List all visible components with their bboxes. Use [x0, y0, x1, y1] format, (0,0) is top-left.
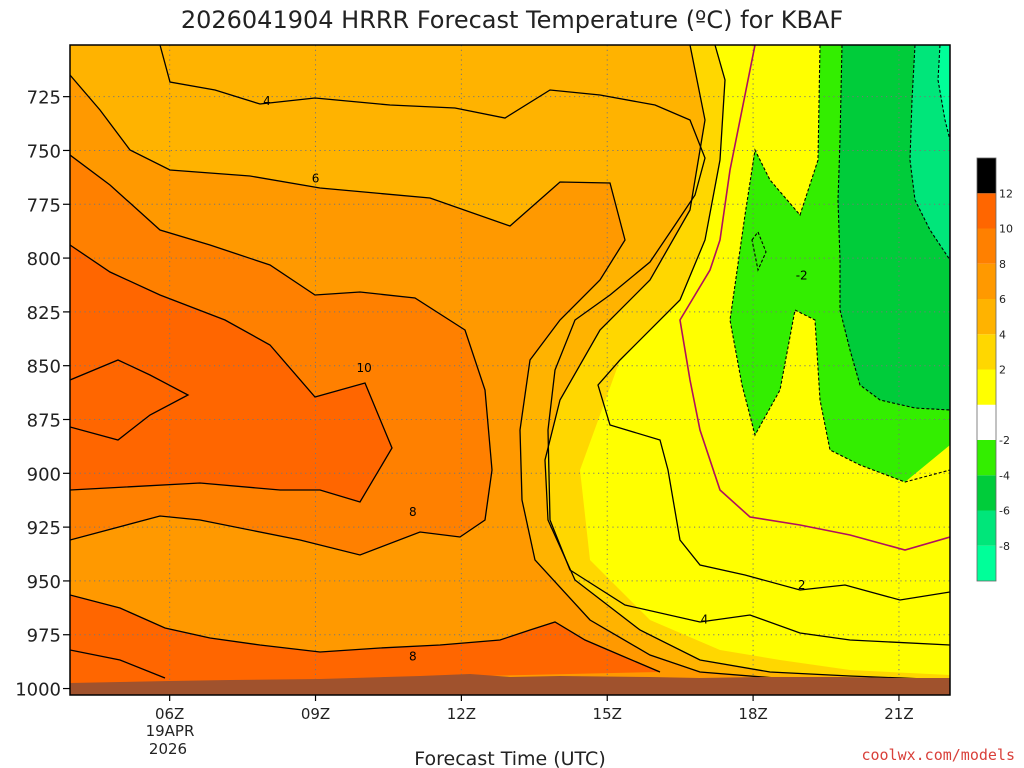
temperature-band [938, 45, 950, 140]
contour-label: 2 [798, 578, 806, 592]
colorbar-segment [977, 404, 996, 440]
colorbar-segment [977, 475, 996, 511]
y-tick-label: 725 [27, 88, 61, 109]
colorbar-label: -6 [999, 505, 1010, 518]
y-tick-label: 775 [27, 195, 61, 216]
x-tick-label: 15Z [593, 705, 622, 723]
y-tick-label: 800 [27, 249, 61, 270]
x-axis: 06Z 09Z 12Z 15Z 18Z 21Z [155, 695, 914, 723]
temperature-band [70, 245, 392, 502]
colorbar-label: 6 [999, 293, 1006, 306]
x-tick-label: 06Z [155, 705, 184, 723]
colorbar-segment [977, 228, 996, 264]
isotherm-line [544, 45, 950, 681]
zero-isotherm [679, 45, 950, 551]
colorbar-label: 10 [999, 223, 1013, 236]
colorbar-label: 12 [999, 187, 1013, 200]
contour-label: 6 [312, 171, 320, 185]
colorbar-segment [977, 158, 996, 194]
temperature-band [70, 650, 165, 682]
credit-link[interactable]: coolwx.com/models [861, 746, 1015, 764]
contour-label: 10 [357, 361, 372, 375]
isotherm-line [597, 45, 950, 601]
colorbar-segment [977, 510, 996, 546]
y-tick-label: 875 [27, 411, 61, 432]
plot-frame [69, 44, 951, 696]
isotherm-line [837, 45, 950, 411]
y-tick-label: 975 [27, 626, 61, 647]
colorbar-frame [976, 157, 997, 582]
colorbar-label: 8 [999, 258, 1006, 271]
y-axis: 725 750 775 800 825 850 875 900 925 950 975 1000 [15, 88, 70, 701]
y-tick-label: 850 [27, 357, 61, 378]
colorbar-label: -8 [999, 540, 1010, 553]
isotherm-line [751, 230, 767, 272]
temperature-band [910, 45, 950, 260]
contour-label: 4 [263, 94, 271, 108]
temperature-band [70, 595, 660, 685]
colorbar-segment [977, 193, 996, 229]
isotherm-line [70, 74, 950, 691]
chart-title: 2026041904 HRRR Forecast Temperature (ºC… [181, 6, 843, 34]
x-date-line2: 2026 [149, 740, 187, 758]
y-tick-label: 900 [27, 464, 61, 485]
ground-surface [70, 674, 950, 695]
temperature-band [70, 75, 950, 695]
x-tick-label: 12Z [447, 705, 476, 723]
y-tick-label: 925 [27, 518, 61, 539]
isotherm-line [70, 244, 393, 503]
colorbar-segment [977, 369, 996, 405]
x-date-line1: 19APR [146, 722, 195, 740]
colorbar-segment [977, 263, 996, 299]
colorbar-label: 2 [999, 364, 1006, 377]
isotherm-line [159, 45, 950, 646]
colorbar-segment [977, 440, 996, 476]
x-axis-label: Forecast Time (UTC) [414, 748, 605, 768]
colorbar-label: -2 [999, 434, 1010, 447]
plot-area: 4 6 10 8 8 -2 2 4 [70, 45, 950, 695]
isotherm-line [909, 45, 950, 261]
contour-label: 8 [409, 649, 417, 663]
contour-label: -2 [796, 268, 808, 282]
y-tick-label: 950 [27, 572, 61, 593]
colorbar: -8 -6 -4 -2 2 4 6 8 10 12 [976, 157, 1013, 582]
isotherm-line [70, 594, 661, 673]
x-tick-label: 21Z [884, 705, 913, 723]
x-tick-label: 09Z [301, 705, 330, 723]
temperature-fill-layer [70, 45, 950, 695]
contour-label-layer: 4 6 10 8 8 -2 2 4 [263, 94, 808, 663]
colorbar-segment [977, 334, 996, 370]
colorbar-label: -4 [999, 469, 1010, 482]
contour-label: 8 [409, 505, 417, 519]
colorbar-segment [977, 545, 996, 581]
isotherm-line [729, 45, 950, 483]
y-tick-label: 825 [27, 303, 61, 324]
isotherm-line [937, 45, 950, 141]
isotherm-line [70, 359, 190, 441]
x-tick-label: 18Z [738, 705, 767, 723]
colorbar-segment [977, 299, 996, 335]
colorbar-label: 4 [999, 328, 1006, 341]
contour-label: 4 [701, 613, 709, 627]
contour-layer [70, 45, 950, 691]
isotherm-line [70, 154, 493, 556]
isotherm-line [70, 649, 166, 679]
y-tick-label: 1000 [15, 680, 61, 701]
y-tick-label: 750 [27, 141, 61, 162]
